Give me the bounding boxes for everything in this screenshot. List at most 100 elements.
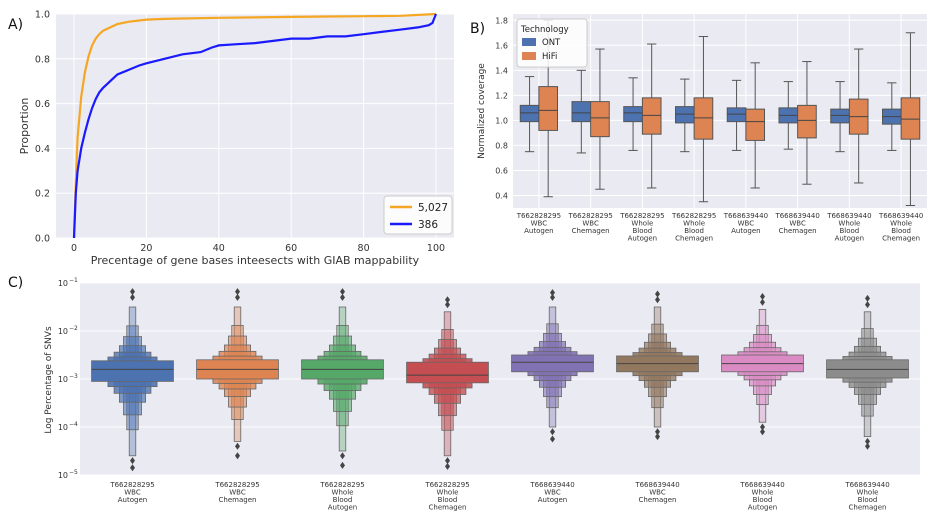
- panel-b-y-tick-label: 1.0: [495, 116, 508, 125]
- panel-b-x-tick-label: T662828295: [671, 212, 716, 220]
- panel-a-y-tick-label: 0.6: [35, 99, 50, 110]
- panel-b-box-ont: [674, 106, 695, 124]
- panel-b-x-tick-label: Whole: [890, 220, 912, 228]
- panel-c-outlier: [340, 461, 345, 469]
- panel-b-box-hifi: [590, 101, 610, 138]
- panel-b-y-tick-label: 1.8: [495, 16, 508, 25]
- panel-c-outlier: [655, 433, 660, 441]
- panel-b-x-tick-label: Chemagen: [572, 227, 610, 235]
- panel-b-x-tick-label: T668639440: [878, 212, 923, 220]
- panel-c-outlier: [550, 289, 555, 297]
- panel-a-y-axis-label: Proportion: [18, 98, 31, 155]
- panel-c-outlier: [340, 293, 345, 301]
- panel-b-x-tick-label: Chemagen: [675, 235, 713, 243]
- panel-a-legend: 5,027 386: [383, 195, 453, 235]
- panel-a-x-tick-label: 40: [213, 243, 225, 254]
- panel-b-x-tick-label: T668639440: [826, 212, 871, 220]
- panel-b-box-hifi: [693, 97, 714, 140]
- panel-c-outlier: [655, 428, 660, 436]
- panel-c-x-tick-label: WBC: [649, 489, 666, 497]
- panel-c-x-tick-label: WBC: [544, 489, 561, 497]
- panel-b-x-tick-label: Chemagen: [779, 227, 817, 235]
- panel-b-x-tick-label: WBC: [531, 220, 548, 228]
- panel-c-outlier: [760, 292, 765, 300]
- panel-c-y-axis-label: Log Percentage of SNVs: [44, 326, 54, 434]
- panel-b-x-tick-label: Whole: [683, 220, 705, 228]
- panel-c-x-tick-label: T662828295: [214, 481, 259, 489]
- panel-b-y-tick-label: 0.8: [495, 141, 508, 150]
- panel-c-outlier: [130, 293, 135, 301]
- panel-c-outlier: [655, 290, 660, 298]
- panel-c-boxen-level: [511, 354, 594, 373]
- panel-c-x-tick-label: T668639440: [529, 481, 574, 489]
- panel-b-x-tick-label: T668639440: [723, 212, 768, 220]
- panel-c-x-tick-label: Blood: [753, 496, 773, 504]
- panel-b-x-tick-label: Whole: [631, 220, 653, 228]
- panel-a-x-tick-label: 20: [140, 243, 152, 254]
- panel-c-x-tick-label: Autogen: [328, 504, 357, 512]
- panel-b-x-tick-label: WBC: [738, 220, 755, 228]
- panel-b-x-tick-label: Blood: [684, 227, 704, 235]
- panel-b-x-tick-label: Chemagen: [882, 235, 920, 243]
- panel-b-x-tick-label: Autogen: [524, 227, 553, 235]
- panel-c-boxen-level: [406, 361, 489, 384]
- panel-a-y-tick-label: 0.8: [35, 54, 50, 65]
- legend-ont-swatch: [522, 38, 536, 46]
- panel-c-y-tick-label: 10: [58, 423, 68, 432]
- panel-b-y-axis-label: Normalized coverage: [477, 63, 487, 159]
- panel-c-y-tick-label: 10: [58, 375, 68, 384]
- panel-a-label: A): [8, 17, 23, 33]
- panel-b-box-hifi: [900, 97, 921, 140]
- panel-b-y-tick-label: 1.6: [495, 41, 508, 50]
- panel-b-x-tick-label: T668639440: [774, 212, 819, 220]
- panel-c-y-tick-label: 10: [58, 279, 68, 288]
- panel-b: B) 0.40.60.81.01.21.41.61.8 T662828295WB…: [470, 14, 927, 243]
- panel-a-x-tick-label: 60: [285, 243, 297, 254]
- panel-c-x-tick-label: WBC: [124, 489, 141, 497]
- panel-c-y-tick-label: 10: [58, 327, 68, 336]
- panel-c-x-tick-label: T662828295: [109, 481, 154, 489]
- panel-c-outlier: [130, 457, 135, 465]
- panel-b-box-hifi: [538, 86, 559, 131]
- panel-c-x-tick-label: Chemagen: [429, 504, 467, 512]
- panel-c-y-tick-exponent: −5: [69, 469, 78, 476]
- panel-b-x-tick-label: T662828295: [516, 212, 561, 220]
- panel-a-series-line-0: [72, 12, 437, 239]
- panel-b-x-tick-label: Blood: [632, 227, 652, 235]
- panel-c-outlier: [760, 428, 765, 436]
- panel-a-x-tick-label: 0: [71, 243, 77, 254]
- panel-c-outlier: [445, 462, 450, 470]
- panel-b-box-hifi: [641, 97, 662, 135]
- panel-c-outlier: [445, 296, 450, 304]
- panel-c: C) 10−110−210−310−410−5 T662828295WBCAut…: [8, 275, 920, 512]
- panel-c-x-tick-label: Chemagen: [219, 496, 257, 504]
- panel-b-x-tick-label: Blood: [891, 227, 911, 235]
- panel-b-box-ont: [726, 107, 747, 123]
- panel-c-y-tick-exponent: −4: [69, 421, 78, 428]
- panel-b-label: B): [470, 21, 485, 37]
- panel-b-box-ont: [830, 108, 850, 124]
- panel-c-y-tick-exponent: −2: [69, 325, 78, 332]
- panel-a-y-tick-label: 1.0: [35, 10, 50, 21]
- panel-c-x-tick-label: T668639440: [739, 481, 784, 489]
- panel-c-x-tick-label: T668639440: [844, 481, 889, 489]
- panel-b-box-ont: [571, 101, 592, 123]
- panel-c-x-tick-label: Whole: [332, 489, 354, 497]
- panel-c-y-tick-label: 10: [58, 471, 68, 480]
- panel-c-outlier: [340, 288, 345, 296]
- panel-a-y-tick-label: 0.4: [35, 144, 50, 155]
- panel-c-x-tick-label: Chemagen: [639, 496, 677, 504]
- panel-a-series-line-1: [72, 13, 438, 239]
- panel-c-outlier: [865, 442, 870, 450]
- panel-c-x-tick-label: Blood: [333, 496, 353, 504]
- panel-c-outlier: [760, 298, 765, 306]
- panel-c-outlier: [550, 435, 555, 443]
- panel-a-x-tick-label: 80: [358, 243, 370, 254]
- panel-c-outlier: [235, 452, 240, 460]
- panel-b-x-tick-label: WBC: [789, 220, 806, 228]
- panel-b-box-hifi: [745, 108, 766, 141]
- panel-b-x-tick-label: T662828295: [619, 212, 664, 220]
- panel-b-box-ont: [519, 104, 540, 123]
- legend-hifi-label: HiFi: [542, 52, 557, 62]
